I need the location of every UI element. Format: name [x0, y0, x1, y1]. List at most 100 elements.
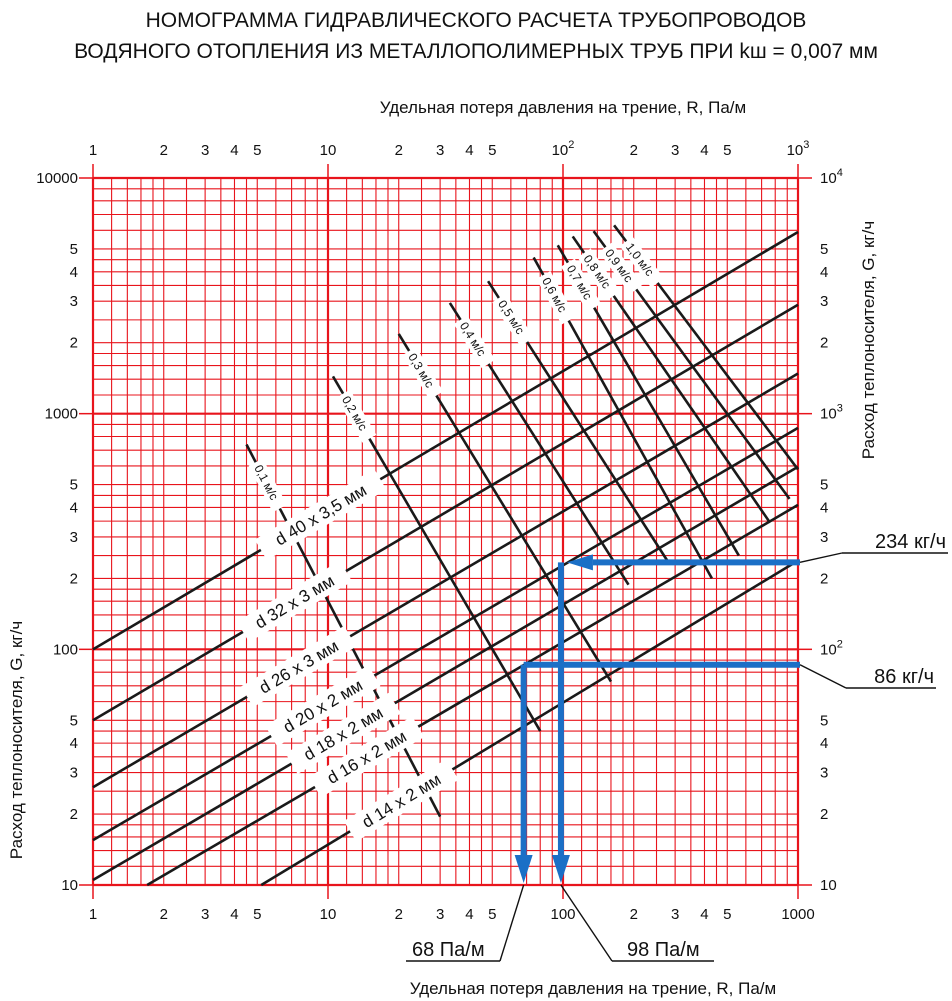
- x-tick-label-bottom: 10: [320, 906, 337, 923]
- x-tick-label-top: 4: [700, 142, 708, 159]
- y-tick-label-right: 4: [820, 264, 828, 281]
- pipe-line: [92, 372, 799, 789]
- velocity-label-text: 0,6 м/с: [539, 275, 569, 315]
- pipe-label-bg: [254, 468, 387, 561]
- pipe-line: [92, 303, 799, 722]
- y-tick-label-right: 5: [820, 477, 828, 494]
- velocity-label-bg: [536, 271, 576, 325]
- pipe-label-bg: [265, 665, 381, 747]
- pipe-label-text: d 40 x 3,5 мм: [272, 481, 370, 550]
- y-tick-label-right: 3: [820, 529, 828, 546]
- velocity-label-bg: [248, 458, 287, 513]
- velocity-label-bg: [402, 346, 444, 400]
- y-tick-label-right: 2: [820, 806, 828, 823]
- annotations: 234 кг/ч 86 кг/ч 68 Па/м 98 Па/м: [406, 531, 948, 962]
- pipe-label-bg: [343, 759, 459, 842]
- annotation-234: 234 кг/ч: [875, 531, 946, 553]
- pipe-line: [92, 465, 799, 882]
- pipe-lines: [92, 230, 799, 887]
- x-tick-label-bottom: 2: [630, 906, 638, 923]
- x-tick-label-bottom: 4: [230, 906, 238, 923]
- x-tick-label-bottom: 3: [671, 906, 679, 923]
- x-axis-label-bottom: Удельная потеря давления на трение, R, П…: [410, 979, 776, 998]
- leader-line: [560, 884, 613, 962]
- velocity-label-bg: [598, 242, 643, 295]
- x-tick-label-bottom: 5: [253, 906, 261, 923]
- velocity-label-bg: [453, 315, 496, 369]
- x-tick-label-bottom: 4: [465, 906, 473, 923]
- x-tick-label-top: 4: [465, 142, 473, 159]
- example-solution-lines: [514, 554, 800, 883]
- y-tick-label-left: 4: [70, 264, 78, 281]
- chart-title-line1: НОМОГРАММА ГИДРАВЛИЧЕСКОГО РАСЧЕТА ТРУБО…: [146, 9, 807, 32]
- velocity-label: 0,4 м/с: [453, 315, 496, 369]
- x-tick-label-top: 3: [201, 142, 209, 159]
- x-tick-label-bottom: 5: [723, 906, 731, 923]
- annotation-68: 68 Па/м: [412, 939, 485, 961]
- y-tick-label-left: 100: [53, 641, 78, 658]
- y-axis-label-left: Расход теплоносителя, G, кг/ч: [7, 621, 26, 859]
- x-tick-label-bottom: 1000: [781, 906, 814, 923]
- y-tick-label-left: 1000: [45, 406, 78, 423]
- pipe-label-bg: [240, 625, 357, 708]
- y-tick-label-left: 10000: [36, 170, 78, 187]
- x-tick-label-top: 2: [630, 142, 638, 159]
- x-tick-label-top: 2: [395, 142, 403, 159]
- x-tick-label-bottom: 2: [160, 906, 168, 923]
- y-tick-label-right: 10: [820, 877, 837, 894]
- y-tick-label-right: 2: [820, 570, 828, 587]
- velocity-label-bg: [336, 389, 377, 443]
- annotation-86: 86 кг/ч: [874, 666, 934, 688]
- x-tick-label-top: 103: [787, 139, 810, 159]
- x-tick-label-bottom: 3: [201, 906, 209, 923]
- y-tick-label-right: 102: [820, 638, 843, 658]
- x-tick-label-bottom: 5: [488, 906, 496, 923]
- y-tick-label-left: 2: [70, 335, 78, 352]
- y-tick-label-right: 5: [820, 241, 828, 258]
- y-tick-label-right: 2: [820, 335, 828, 352]
- x-tick-label-top: 3: [436, 142, 444, 159]
- pipe-label-bg: [236, 560, 353, 643]
- y-tick-label-left: 5: [70, 712, 78, 729]
- y-tick-label-left: 2: [70, 570, 78, 587]
- y-tick-label-left: 10: [61, 877, 78, 894]
- x-tick-label-top: 1: [89, 142, 97, 159]
- x-tick-label-top: 2: [160, 142, 168, 159]
- y-tick-label-right: 4: [820, 735, 828, 752]
- pipe-line: [146, 503, 799, 887]
- y-tick-label-left: 4: [70, 735, 78, 752]
- x-tick-label-bottom: 100: [550, 906, 575, 923]
- leader-line: [499, 884, 525, 962]
- annotation-98: 98 Па/м: [627, 939, 700, 961]
- arrow-head: [514, 855, 533, 883]
- x-tick-label-top: 5: [723, 142, 731, 159]
- x-axis-label-top: Удельная потеря давления на трение, R, П…: [380, 98, 746, 117]
- velocity-label: 0,2 м/с: [336, 389, 377, 443]
- y-tick-label-right: 3: [820, 293, 828, 310]
- x-tick-label-top: 4: [230, 142, 238, 159]
- x-tick-label-bottom: 4: [700, 906, 708, 923]
- pipe-label-bg: [285, 692, 401, 774]
- y-tick-label-left: 3: [70, 529, 78, 546]
- y-tick-label-left: 4: [70, 499, 78, 516]
- velocity-label-bg: [492, 293, 534, 347]
- y-tick-label-right: 3: [820, 765, 828, 782]
- y-axis-label-right: Расход теплоносителя, G, кг/ч: [859, 221, 878, 459]
- y-tick-label-right: 5: [820, 712, 828, 729]
- y-tick-label-left: 3: [70, 293, 78, 310]
- velocity-label-bg: [619, 236, 664, 288]
- y-tick-label-left: 2: [70, 806, 78, 823]
- x-tick-label-top: 3: [671, 142, 679, 159]
- y-tick-label-right: 4: [820, 499, 828, 516]
- x-tick-label-bottom: 3: [436, 906, 444, 923]
- y-tick-label-right: 103: [820, 403, 843, 423]
- velocity-label: 0,3 м/с: [402, 346, 444, 400]
- velocity-labels: 0,1 м/с0,2 м/с0,3 м/с0,4 м/с0,5 м/с0,6 м…: [248, 236, 664, 513]
- pipe-label-text: d 32 x 3 мм: [252, 571, 338, 632]
- leader-line: [799, 552, 843, 564]
- x-tick-label-top: 102: [552, 139, 575, 159]
- x-tick-label-bottom: 1: [89, 906, 97, 923]
- pipe-label-bg: [308, 716, 425, 798]
